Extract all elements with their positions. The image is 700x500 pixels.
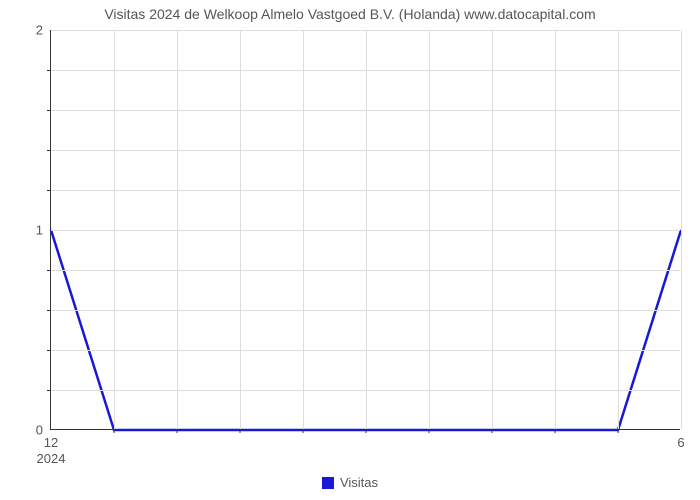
- y-tick-label: 2: [36, 23, 51, 38]
- grid-line-horizontal: [51, 230, 680, 231]
- y-minor-tick: [47, 270, 51, 271]
- chart-title: Visitas 2024 de Welkoop Almelo Vastgoed …: [0, 6, 700, 22]
- y-minor-tick: [47, 70, 51, 71]
- x-minor-tick: [240, 429, 241, 433]
- x-minor-tick: [114, 429, 115, 433]
- x-tick-label-right: 6: [677, 429, 684, 450]
- y-tick-label: 1: [36, 223, 51, 238]
- grid-line-horizontal-minor: [51, 310, 680, 311]
- grid-line-horizontal-minor: [51, 110, 680, 111]
- grid-line-horizontal-minor: [51, 390, 680, 391]
- grid-line-horizontal-minor: [51, 190, 680, 191]
- grid-line-horizontal-minor: [51, 150, 680, 151]
- x-minor-tick: [618, 429, 619, 433]
- y-minor-tick: [47, 350, 51, 351]
- x-minor-tick: [303, 429, 304, 433]
- x-minor-tick: [429, 429, 430, 433]
- y-minor-tick: [47, 110, 51, 111]
- grid-line-horizontal-minor: [51, 70, 680, 71]
- grid-line-horizontal: [51, 30, 680, 31]
- y-minor-tick: [47, 310, 51, 311]
- grid-line-horizontal-minor: [51, 270, 680, 271]
- x-minor-tick: [492, 429, 493, 433]
- chart-container: Visitas 2024 de Welkoop Almelo Vastgoed …: [0, 0, 700, 500]
- y-minor-tick: [47, 190, 51, 191]
- y-minor-tick: [47, 150, 51, 151]
- x-minor-tick: [366, 429, 367, 433]
- x-minor-tick: [555, 429, 556, 433]
- grid-line-vertical: [681, 30, 682, 429]
- legend-swatch: [322, 477, 334, 489]
- plot-area: 0121262024: [50, 30, 680, 430]
- y-minor-tick: [47, 390, 51, 391]
- legend: Visitas: [322, 475, 378, 490]
- grid-line-horizontal-minor: [51, 350, 680, 351]
- x-year-label: 2024: [37, 429, 66, 466]
- legend-label: Visitas: [340, 475, 378, 490]
- x-minor-tick: [177, 429, 178, 433]
